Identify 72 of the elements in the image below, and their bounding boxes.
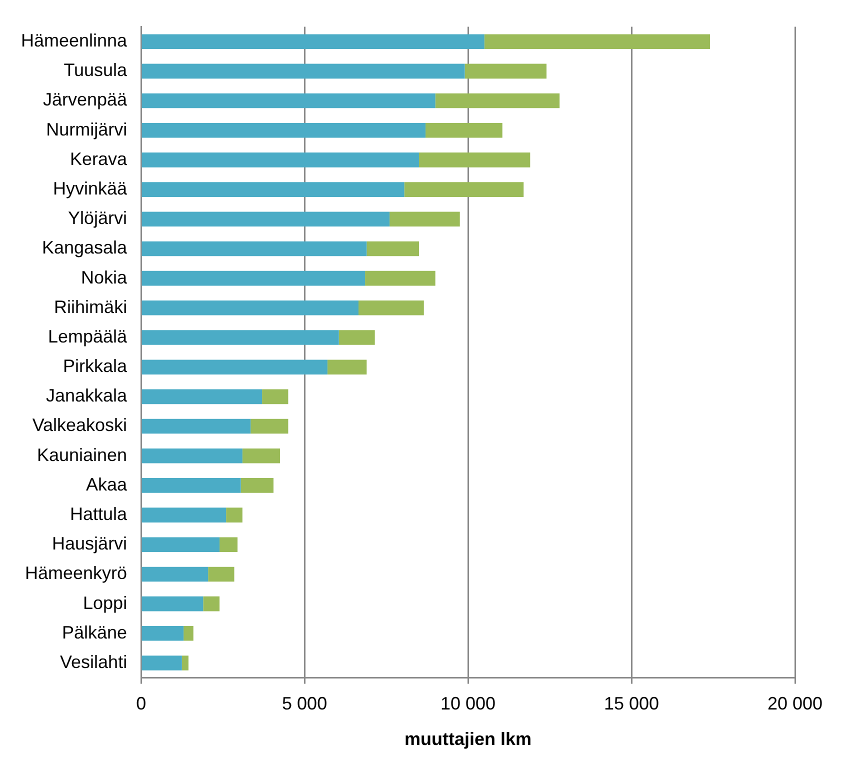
bar [327,360,367,374]
bar [142,93,436,108]
y-tick-label: Kauniainen [36,444,128,465]
bar [142,360,328,374]
bar [142,34,484,49]
x-tick-label: 5 000 [282,694,328,714]
y-tick-label: Loppi [83,592,128,613]
y-tick-label: Nurmijärvi [46,119,128,140]
y-tick-label: Hyvinkää [53,178,128,199]
bar [142,182,404,197]
y-tick-label: Kerava [70,148,128,169]
bar [240,478,274,493]
bar [184,626,194,641]
y-tick-label: Hämeenlinna [20,30,128,51]
bar [203,596,220,612]
bar [366,241,419,256]
bar [358,300,424,316]
y-tick-label: Ylöjärvi [68,208,128,228]
bar [182,656,188,670]
bar [208,566,234,582]
bar [250,418,288,434]
y-tick-label: Hausjärvi [52,534,128,554]
bar [142,566,208,582]
y-tick-label: Järvenpää [43,90,128,110]
bar [142,656,182,670]
bar [142,596,204,612]
bar [142,300,358,316]
bar [142,241,367,256]
x-tick-label: 15 000 [604,694,660,714]
bar [390,212,460,227]
y-tick-label: Riihimäki [54,296,128,317]
bar [262,389,288,404]
bar [418,152,530,168]
bar [142,478,241,493]
y-tick-label: Hattula [70,504,128,524]
x-axis-title: muuttajien lkm [404,729,532,750]
y-tick-label: Tuusula [64,60,128,80]
y-tick-label: Vesilahti [60,652,128,672]
bar [142,212,390,227]
x-tick-label: 0 [136,694,146,714]
y-tick-label: Nokia [81,267,128,288]
bar [142,448,242,464]
bar [142,152,419,168]
bar [484,34,710,49]
bar [142,626,184,641]
bar [142,64,465,79]
x-tick-label: 10 000 [440,694,496,714]
bar [404,182,524,197]
y-tick-label: Akaa [86,474,128,494]
y-tick-label: Kangasala [42,238,128,258]
x-tick-label: 20 000 [767,694,823,714]
y-tick-label: Hämeenkyrö [25,563,128,584]
bar [142,537,220,552]
bar [365,270,436,286]
y-tick-label: Pälkäne [62,622,128,642]
y-tick-label: Janakkala [46,386,128,406]
bar [220,537,238,552]
bar [435,93,560,108]
y-tick-label: Valkeakoski [32,415,128,436]
bar [142,330,339,345]
bar [242,448,280,464]
y-tick-label: Lempäälä [48,326,128,346]
bar [142,389,262,404]
bar [142,270,366,286]
bar [226,508,242,522]
bar [142,122,426,138]
bar [142,418,251,434]
bar [426,122,502,138]
bar [142,508,226,522]
bar [338,330,375,345]
y-tick-label: Pirkkala [63,356,128,376]
bar [464,64,547,79]
